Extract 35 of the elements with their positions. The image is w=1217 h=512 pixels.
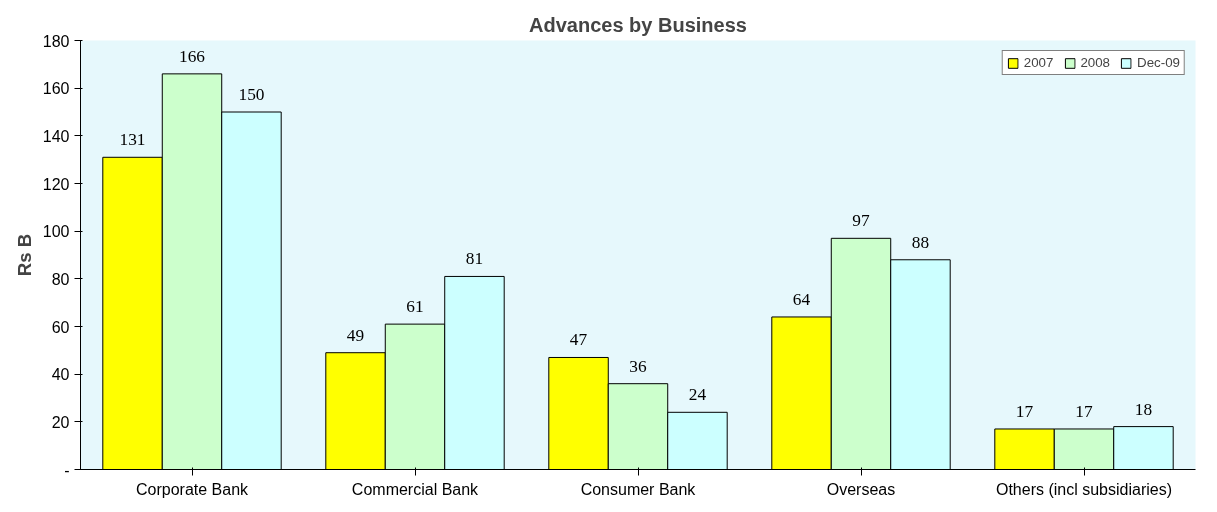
y-tick-label: 120 <box>42 175 70 193</box>
x-tick-label: Overseas <box>826 480 896 498</box>
data-label: 88 <box>911 232 930 252</box>
legend-label: Dec-09 <box>1137 55 1180 70</box>
y-tick-label: 40 <box>51 366 70 384</box>
y-tick-label: 160 <box>42 80 70 98</box>
data-label: 150 <box>238 85 265 104</box>
data-label: 61 <box>406 297 424 317</box>
data-label: 17 <box>1015 401 1034 421</box>
y-axis-title: Rs B <box>13 233 35 277</box>
y-tick-label: 180 <box>42 32 70 50</box>
y-tick-label: 140 <box>42 127 70 145</box>
y-tick-label: 80 <box>51 270 70 288</box>
data-label: 47 <box>569 330 588 350</box>
data-label: 36 <box>629 356 647 376</box>
y-tick-label: 100 <box>42 223 70 241</box>
legend-label: 2007 <box>1023 55 1054 70</box>
x-tick-label: Commercial Bank <box>351 480 480 498</box>
y-tick-label: - <box>64 461 70 479</box>
data-label: 131 <box>119 130 146 150</box>
y-tick-label: 60 <box>51 318 70 336</box>
y-tick-label: 20 <box>51 413 70 431</box>
data-label: 166 <box>179 46 206 66</box>
legend-label: 2008 <box>1080 55 1111 70</box>
data-label: 24 <box>688 385 707 405</box>
x-tick-label: Others (incl subsidiaries) <box>995 480 1173 498</box>
x-tick-label: Consumer Bank <box>580 480 697 498</box>
x-tick-label: Corporate Bank <box>135 480 250 498</box>
data-label: 64 <box>792 289 811 309</box>
data-label: 18 <box>1134 399 1153 419</box>
data-label: 97 <box>852 211 870 231</box>
data-label: 81 <box>465 249 484 269</box>
chart-title: Advances by Business <box>529 13 747 36</box>
data-label: 17 <box>1075 401 1093 421</box>
data-label: 49 <box>346 325 365 345</box>
